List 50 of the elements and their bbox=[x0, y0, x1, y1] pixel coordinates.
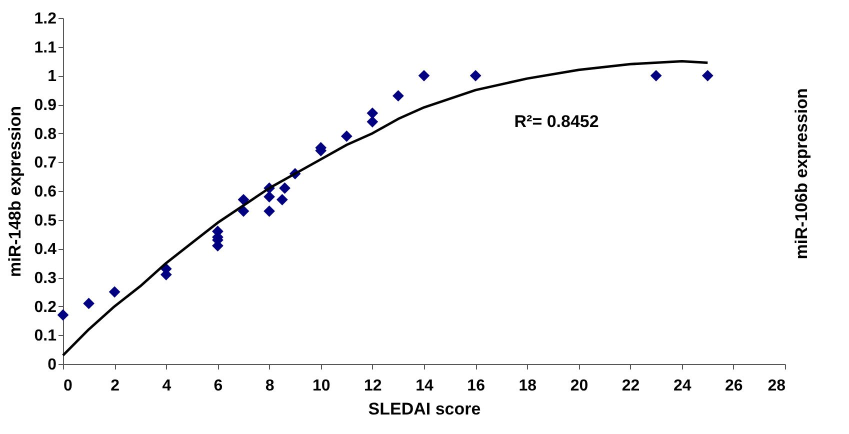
y-tick-label: 0 bbox=[48, 356, 57, 374]
x-tick-label: 28 bbox=[768, 378, 786, 394]
x-tick-label: 18 bbox=[518, 378, 537, 394]
x-tick-label: 10 bbox=[312, 378, 330, 394]
y-tick-label: 0.9 bbox=[34, 97, 57, 114]
x-tick-label: 8 bbox=[265, 378, 274, 394]
point bbox=[276, 194, 288, 206]
annotation: R²= 0.8452 bbox=[514, 112, 599, 131]
point bbox=[702, 70, 714, 82]
x-tick-label: 26 bbox=[725, 378, 743, 394]
point bbox=[83, 298, 94, 310]
point bbox=[264, 205, 275, 217]
point bbox=[340, 130, 352, 142]
y2-axis-title: miR-106b expression bbox=[792, 88, 811, 260]
line-series bbox=[62, 60, 709, 357]
y-tick-label: 1 bbox=[48, 68, 57, 86]
x-tick-label: 12 bbox=[364, 378, 382, 394]
x-tick-label: 14 bbox=[416, 378, 434, 394]
y-tick-label: 1.2 bbox=[34, 10, 57, 28]
x-tick-label: 6 bbox=[214, 378, 223, 394]
point bbox=[108, 286, 120, 298]
x-tick-label: 22 bbox=[622, 378, 640, 394]
point bbox=[392, 90, 404, 102]
x-tick-label: 0 bbox=[64, 378, 72, 394]
y-tick-label: 0.7 bbox=[34, 154, 57, 172]
point bbox=[366, 107, 378, 119]
point bbox=[366, 116, 378, 128]
point bbox=[238, 205, 250, 217]
x-tick-label: 2 bbox=[110, 378, 120, 394]
point bbox=[238, 194, 250, 206]
point bbox=[418, 70, 430, 82]
point bbox=[650, 70, 662, 82]
y-tick-label: 0.4 bbox=[34, 241, 57, 258]
y-tick-label: 0.1 bbox=[34, 328, 57, 345]
x-tick-label: 16 bbox=[467, 378, 486, 394]
x-tick-label: 20 bbox=[570, 378, 588, 394]
y-tick-label: 0.2 bbox=[34, 298, 57, 316]
y-axis-title: miR-148b expression bbox=[5, 106, 24, 278]
y-tick-label: 0.8 bbox=[34, 126, 57, 143]
x-tick-label: 24 bbox=[673, 378, 692, 394]
point bbox=[279, 182, 290, 194]
point bbox=[264, 191, 275, 202]
x-tick-label: 4 bbox=[162, 378, 172, 394]
y-tick-label: 0.6 bbox=[34, 184, 57, 200]
x-axis-title: SLEDAI score bbox=[368, 400, 481, 418]
y-tick-label: 0.3 bbox=[34, 270, 57, 287]
point bbox=[57, 309, 69, 321]
y-tick-label: 1.1 bbox=[34, 39, 57, 56]
y-tick-label: 0.5 bbox=[34, 212, 57, 230]
point bbox=[470, 70, 482, 82]
